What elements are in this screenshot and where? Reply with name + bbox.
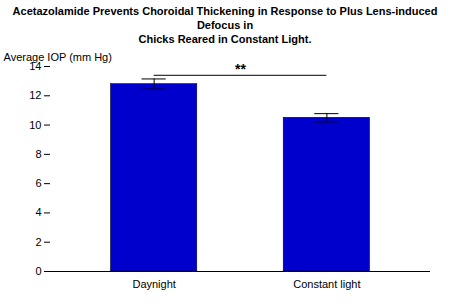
html-text:Acetazolamide Prevents Choroid: Acetazolamide Prevents Choroidal Thicken… bbox=[12, 5, 438, 45]
svg-text:6: 6 bbox=[35, 177, 41, 189]
svg-text:2: 2 bbox=[35, 236, 41, 248]
svg-text:Daynight: Daynight bbox=[132, 278, 175, 290]
svg-text:14: 14 bbox=[29, 60, 42, 72]
svg-text:**: ** bbox=[235, 61, 246, 77]
svg-text:4: 4 bbox=[35, 206, 41, 218]
svg-text:0: 0 bbox=[35, 265, 41, 277]
svg-text:Average IOP (mm Hg): Average IOP (mm Hg) bbox=[4, 51, 112, 63]
svg-text:8: 8 bbox=[35, 148, 41, 160]
svg-text:12: 12 bbox=[29, 89, 41, 101]
svg-text:10: 10 bbox=[29, 119, 41, 131]
svg-text:Constant light: Constant light bbox=[293, 278, 360, 290]
